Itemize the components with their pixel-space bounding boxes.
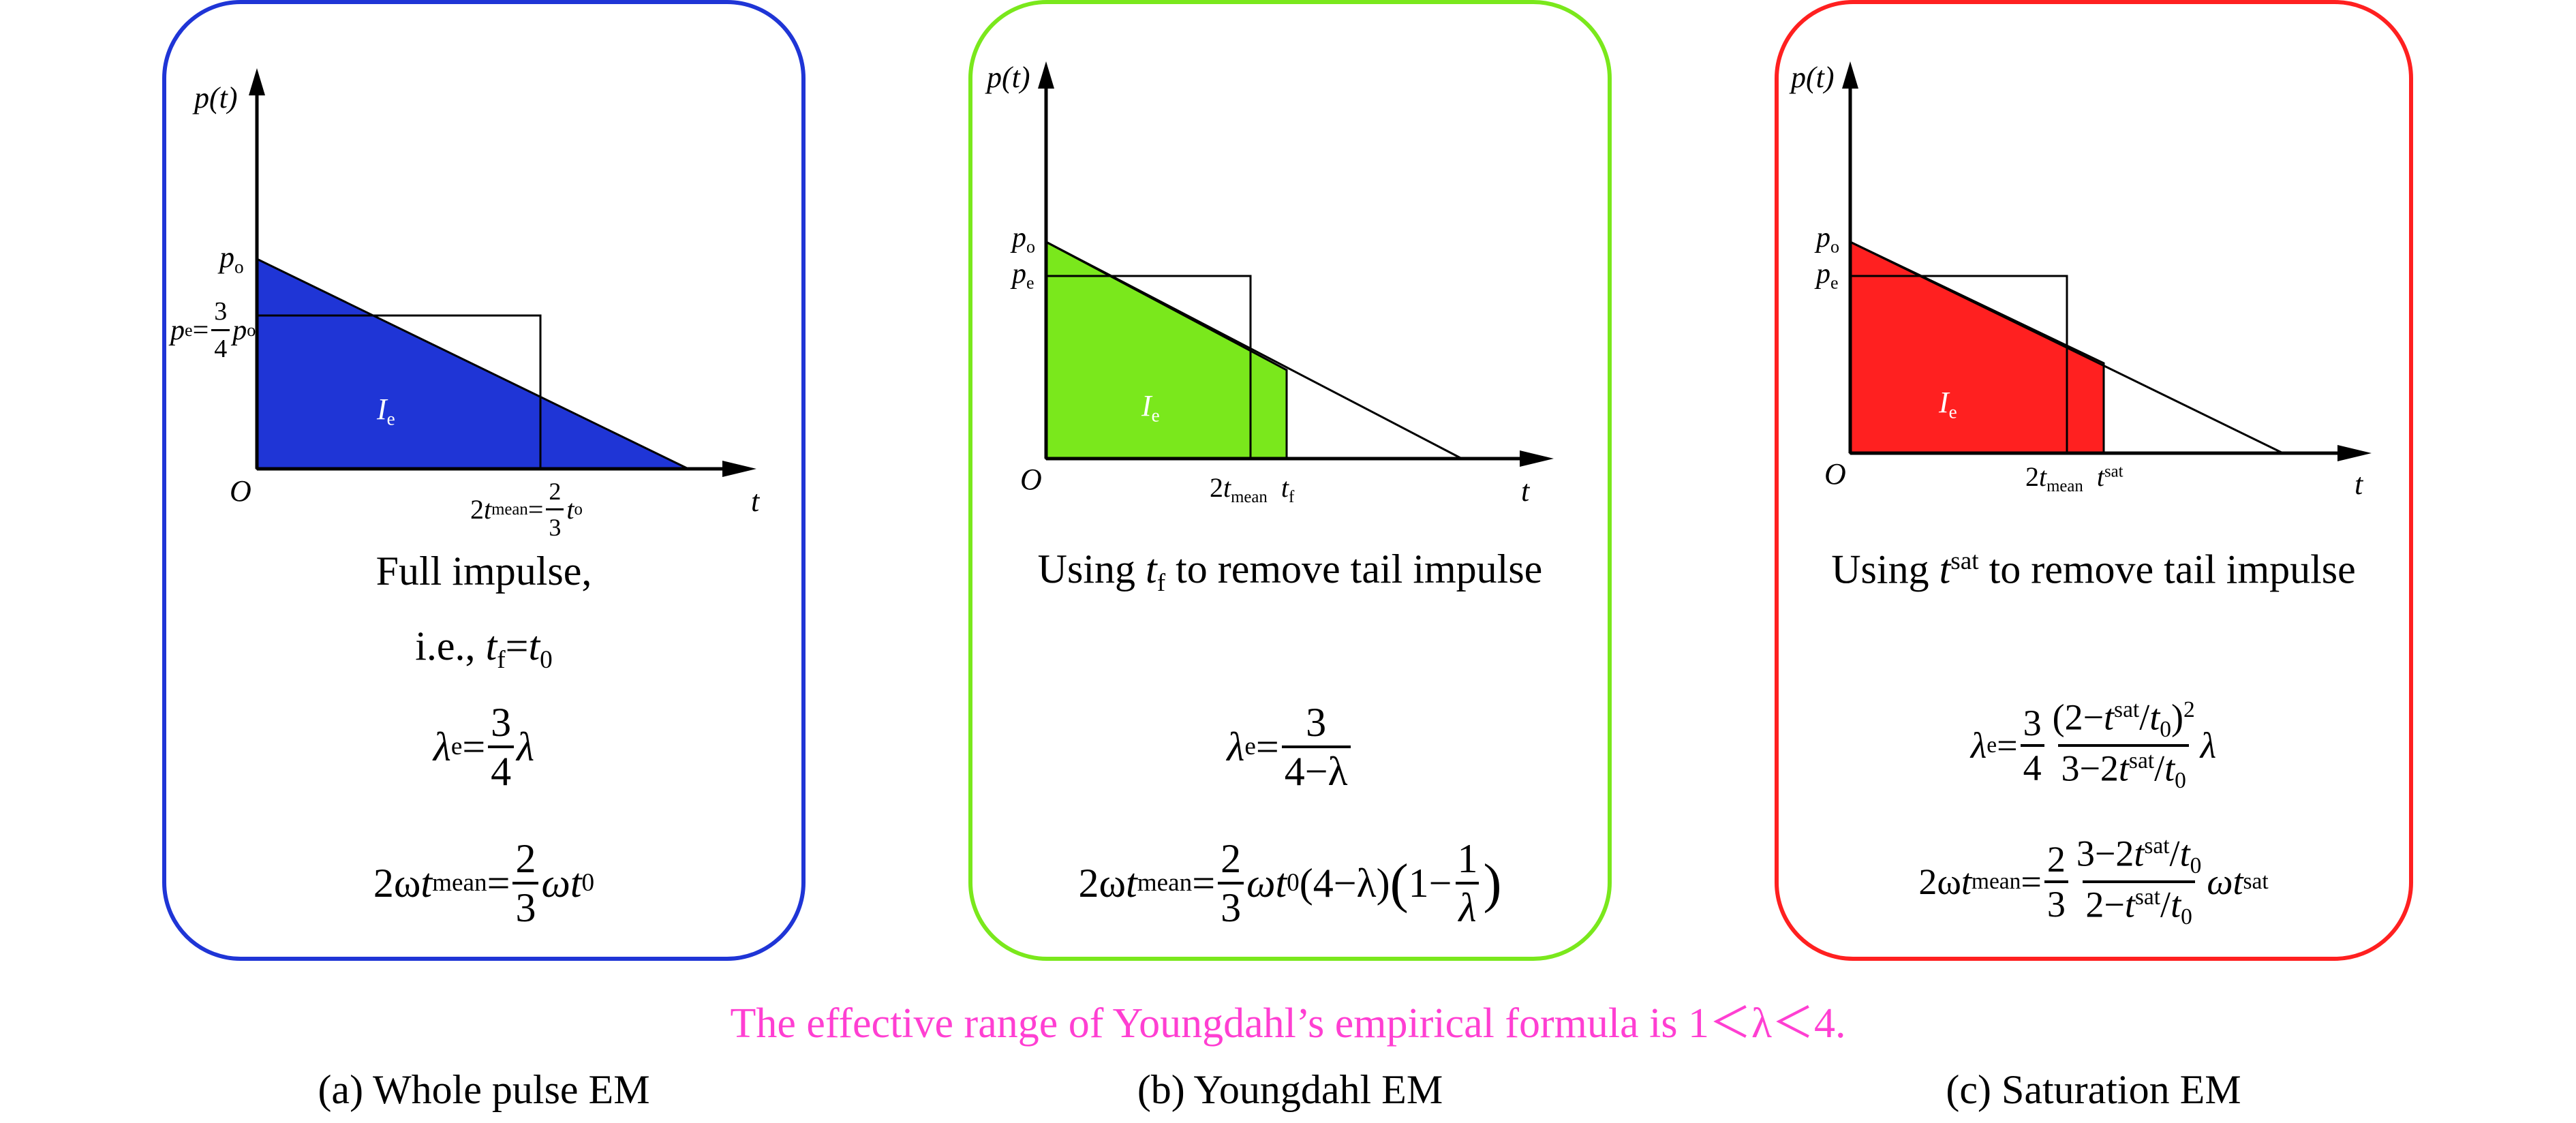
p0-label-c: po <box>1816 222 1840 257</box>
equivalent-rect-a <box>257 314 542 469</box>
ylabel-a: p(t) <box>194 81 238 114</box>
caption-b: (b) Youngdahl EM <box>1137 1067 1443 1112</box>
area-label-a: Ie <box>377 393 395 429</box>
pe-label-b: pe <box>1012 258 1034 293</box>
ylabel-c: p(t) <box>1791 61 1835 94</box>
impulse-area-a <box>256 257 689 470</box>
pe-label-c: pe <box>1816 258 1839 293</box>
range-note: The effective range of Youngdahl’s empir… <box>730 1000 1846 1047</box>
equivalent-rect-c <box>1850 275 2068 453</box>
panel-whole-pulse <box>162 0 806 961</box>
tick-label-c: 2tmean tsat <box>2025 461 2123 495</box>
equivalent-rect-b <box>1046 275 1252 459</box>
p0-label-b: po <box>1012 222 1036 257</box>
origin-a: O <box>230 474 251 508</box>
origin-b: O <box>1020 463 1042 496</box>
y-arrow-b <box>1038 61 1054 89</box>
ylabel-b: p(t) <box>987 61 1030 94</box>
desc-c: Using tsat to remove tail impulse <box>1831 547 2356 592</box>
tick-label-b: 2tmean tf <box>1210 472 1295 506</box>
area-label-b: Ie <box>1141 389 1160 426</box>
plot-a <box>249 68 756 477</box>
panel-youngdahl <box>968 0 1612 961</box>
xlabel-c: t <box>2355 467 2363 501</box>
plot-c <box>1842 61 2372 461</box>
y-arrow-c <box>1842 61 1858 89</box>
xlabel-a: t <box>751 484 760 518</box>
area-label-c: Ie <box>1939 386 1957 422</box>
x-arrow-a <box>722 461 756 477</box>
xlabel-b: t <box>1521 474 1530 508</box>
y-arrow-a <box>249 68 265 95</box>
origin-c: O <box>1824 457 1846 491</box>
caption-c: (c) Saturation EM <box>1946 1067 2241 1112</box>
desc-b: Using tf to remove tail impulse <box>1037 547 1543 597</box>
pulse-line-b <box>1045 241 1462 460</box>
panel-saturation <box>1775 0 2413 961</box>
desc-line1-a: Full impulse, <box>375 549 592 594</box>
x-arrow-c <box>2337 445 2372 461</box>
caption-a: (a) Whole pulse EM <box>318 1067 650 1112</box>
plot-b <box>1038 61 1554 467</box>
x-arrow-b <box>1520 450 1554 467</box>
p0-label-a: po <box>219 241 244 277</box>
lambda-formula-b: λ e = 3 4−λ <box>949 702 1631 792</box>
desc-line2-a: i.e., tf=t0 <box>415 624 553 674</box>
